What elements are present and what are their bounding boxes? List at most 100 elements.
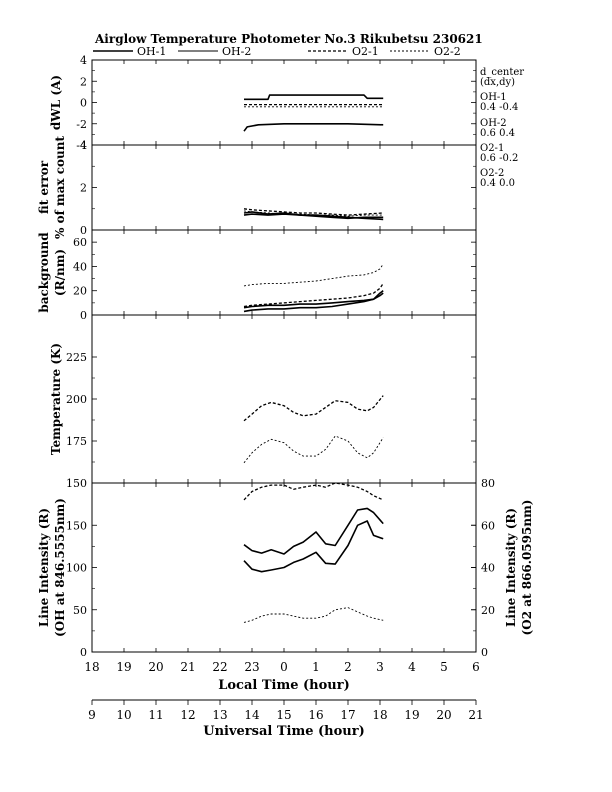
lt-axis-label: Local Time (hour) <box>218 678 350 693</box>
lt-tick-label: 3 <box>376 660 384 674</box>
y-right-tick-label: 40 <box>481 562 495 575</box>
ut-tick-label: 21 <box>468 708 483 722</box>
panel-dwl-a: -4 -2 0 2 4 dWL (A) <box>49 54 477 152</box>
figure-title: Airglow Temperature Photometer No.3 Riku… <box>94 32 483 46</box>
panel-frame <box>91 144 477 231</box>
y-tick-label: 50 <box>73 604 87 617</box>
y-axis-label-line2: % of max count <box>53 136 67 239</box>
series-line-oh-2 <box>243 123 384 132</box>
y-tick-label: 150 <box>66 519 87 532</box>
y-right-tick-label: 20 <box>481 604 495 617</box>
series-line-oh-2 <box>243 435 384 464</box>
series-line-o2-2 <box>243 263 384 287</box>
lt-tick-label: 21 <box>180 660 195 674</box>
series-line-oh-2 <box>243 211 384 221</box>
panels: -4 -2 0 2 4 dWL (A) 0 2 4 fit error% of max count… <box>37 54 534 659</box>
y-tick-label: 225 <box>66 351 87 364</box>
y-axis-label: dWL (A) <box>49 75 63 130</box>
y-tick-label: 0 <box>80 224 87 237</box>
series-line-oh-1 <box>243 292 384 309</box>
series-line-o2-2 <box>243 607 384 623</box>
y-right-axis-label: Line Intensity (R) <box>504 508 518 627</box>
ut-tick-label: 19 <box>404 708 419 722</box>
lt-tick-label: 4 <box>408 660 416 674</box>
lt-tick-label: 1 <box>312 660 320 674</box>
series-line-oh-1 <box>243 395 384 422</box>
y-axis-label: Line Intensity (R) <box>37 508 51 627</box>
side-info-line: d_center <box>480 67 524 78</box>
lt-tick-label: 20 <box>148 660 163 674</box>
lt-tick-label: 23 <box>244 660 259 674</box>
ut-tick-label: 20 <box>436 708 451 722</box>
ut-tick-label: 15 <box>276 708 291 722</box>
ut-tick-label: 13 <box>212 708 227 722</box>
ut-tick-label: 17 <box>340 708 355 722</box>
side-info-line: OH-2 <box>480 118 507 129</box>
legend-label-oh-2: OH-2 <box>222 45 251 58</box>
y-tick-label: 0 <box>80 309 87 322</box>
lt-tick-label: 0 <box>280 660 288 674</box>
panel-fit-error: 0 2 4 fit error% of max count <box>37 136 477 239</box>
y-tick-label: 2 <box>80 182 87 195</box>
y-tick-label: 4 <box>80 54 87 67</box>
y-right-tick-label: 0 <box>481 646 488 659</box>
y-axis-label: Temperature (K) <box>49 343 63 455</box>
series-line-o2-1 <box>243 283 384 308</box>
series-line-oh-1 <box>243 507 384 555</box>
panel-frame <box>91 59 477 146</box>
side-info-line: 0.4 0.0 <box>480 178 515 189</box>
y-axis-label-line2: (OH at 846.5555nm) <box>53 498 67 637</box>
y-tick-label: 0 <box>80 97 87 110</box>
y-right-tick-label: 60 <box>481 519 495 532</box>
y-tick-label: 0 <box>80 646 87 659</box>
panel-frame <box>91 314 477 484</box>
y-tick-label: 100 <box>66 562 87 575</box>
lt-tick-label: 5 <box>440 660 448 674</box>
y-tick-label: 2 <box>80 75 87 88</box>
ut-tick-label: 11 <box>148 708 163 722</box>
side-info-line: O2-1 <box>480 143 504 154</box>
y-tick-label: 40 <box>73 260 87 273</box>
ut-tick-label: 14 <box>244 708 260 722</box>
series-line-o2-1 <box>243 208 384 216</box>
y-tick-label: 4 <box>80 139 87 152</box>
series-line-oh-1 <box>244 94 384 101</box>
ut-tick-label: 18 <box>372 708 387 722</box>
side-info-line: O2-2 <box>480 168 504 179</box>
y-right-axis-label-line2: (O2 at 866.0595nm) <box>520 500 534 636</box>
lt-tick-label: 19 <box>116 660 131 674</box>
series-line-oh-2 <box>243 520 384 573</box>
legend: OH-1 OH-2 O2-1 O2-2 <box>93 45 461 58</box>
ut-tick-label: 9 <box>88 708 96 722</box>
y-tick-label: 175 <box>66 435 87 448</box>
side-info-line: OH-1 <box>480 92 507 103</box>
side-info-line: 0.6 -0.2 <box>480 153 518 164</box>
lt-tick-label: 18 <box>84 660 99 674</box>
ut-axis-label: Universal Time (hour) <box>203 724 365 739</box>
side-info: d_center(dx,dy) OH-10.4 -0.4 OH-20.6 0.4 O2… <box>480 67 524 189</box>
panel-background: 0 20 40 60 background (R/nm) <box>37 229 477 322</box>
y-axis-label-line2: (R/nm) <box>53 249 67 296</box>
y-right-tick-label: 80 <box>481 477 495 490</box>
series-line-oh-2 <box>243 290 384 313</box>
legend-label-o2-1: O2-1 <box>352 45 379 58</box>
y-tick-label: 200 <box>66 393 87 406</box>
side-info-line: (dx,dy) <box>480 77 515 88</box>
y-tick-label: 150 <box>66 477 87 490</box>
series-line-o2-2 <box>243 210 384 217</box>
lt-tick-label: 6 <box>472 660 480 674</box>
ut-tick-label: 16 <box>308 708 323 722</box>
y-tick-label: -2 <box>76 118 87 131</box>
y-axis-label: fit error <box>37 160 51 214</box>
lt-tick-label: 22 <box>212 660 227 674</box>
legend-label-o2-2: O2-2 <box>434 45 461 58</box>
ut-tick-label: 10 <box>116 708 131 722</box>
y-tick-label: -4 <box>76 139 87 152</box>
series-line-o2-1 <box>243 482 384 501</box>
legend-label-oh-1: OH-1 <box>137 45 166 58</box>
side-info-line: 0.6 0.4 <box>480 128 515 139</box>
